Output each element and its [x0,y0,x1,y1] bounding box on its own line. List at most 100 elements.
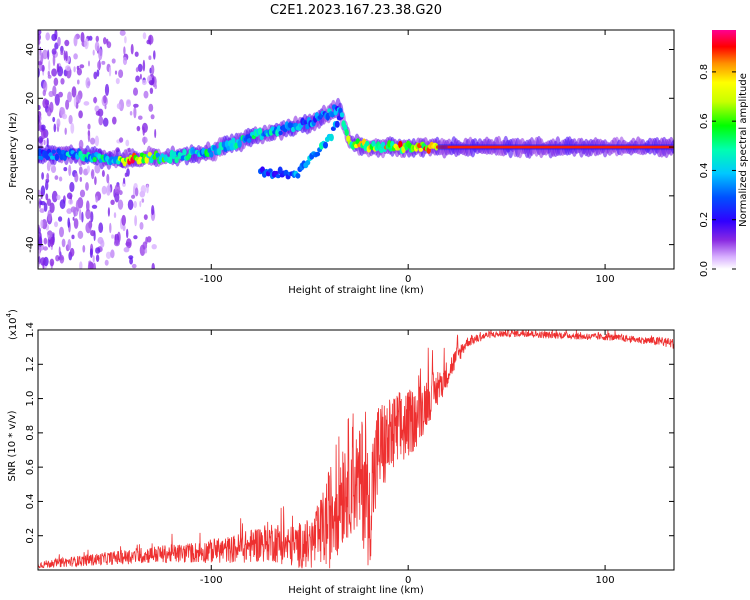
spectrogram-ytick-label: -20 [25,188,36,204]
spectrogram-noise-cell [94,41,100,52]
spectrogram-noise-cell [52,54,56,67]
spectrogram-noise-cell [43,246,48,251]
spectrogram-noise-cell [79,189,86,198]
spectrogram-noise-cell [83,101,90,106]
spectrogram-noise-cell [64,39,70,47]
spectrogram-noise-cell [94,163,101,174]
spectrogram-noise-cell [98,48,103,61]
spectrogram-noise-cell [41,172,44,180]
snr-scale-exponent: 4 [5,312,13,317]
colorbar-tick-label: 0.2 [699,212,710,228]
spectrogram-noise-cell [89,248,93,258]
spectrogram-noise-cell [87,130,91,143]
spectrogram-noise-cell [78,110,83,119]
spectrogram-noise-cell [67,217,70,228]
spectrogram-noise-cell [107,181,110,193]
spectrogram-noise-cell [38,104,41,111]
spectrogram-noise-cell [45,180,49,191]
spectrogram-noise-cell [122,56,128,66]
spectrogram-noise-cell [67,239,72,251]
spectrogram-noise-cell [122,224,126,232]
spectrogram-noise-cell [65,65,71,72]
spectrogram-noise-cell [95,110,101,116]
spectrogram-noise-cell [43,139,46,146]
spectrogram-noise-cell [58,176,63,182]
colorbar-label: Normalized spectral amplitude [738,73,749,227]
spectrogram-xtick-label: 0 [405,274,411,285]
spectrogram-noise-cell [100,239,105,248]
spectrogram-noise-cell [133,87,138,96]
spectrogram-noise-cell [130,43,134,55]
snr-ytick-label: 0.2 [25,528,36,544]
spectrogram-branch-cell [323,141,328,149]
spectrogram-noise-cell [73,53,78,60]
spectrogram-noise-cell [49,258,55,267]
snr-ticks: -100 0 100 0.2 0.4 0.6 0.8 1.0 1.2 1.4 [25,322,674,586]
spectrogram-noise-cell [69,181,75,193]
spectrogram-noise-cell [134,51,139,57]
spectrogram-noise-cell [109,222,112,234]
spectrogram-noise-cell [45,32,50,41]
spectrogram-noise-cell [58,246,61,256]
spectrogram-ridge-cell [39,155,44,161]
spectrogram-noise-cell [129,111,133,116]
spectrogram-noise-cell [143,90,149,99]
spectrogram-noise-cell [151,262,155,269]
spectrogram-noise-cell [149,87,154,95]
spectrogram-frame [37,29,675,270]
spectrogram-noise-cell [141,136,148,144]
spectrogram-noise-cell [150,114,155,120]
spectrogram-noise-cell [126,100,131,108]
spectrogram-noise-cell [119,137,124,143]
spectrogram-noise-cell [38,61,43,66]
spectrogram-ridge-cell [45,155,50,161]
spectrogram-noise-cell [154,128,157,139]
spectrogram-noise-cell [73,97,77,107]
spectrogram-noise-cell [63,167,68,172]
spectrogram-noise-cell [72,216,75,221]
spectrogram-branch-cell [330,126,336,131]
snr-ytick-label: 0.6 [25,459,36,475]
spectrogram-noise-cell [137,63,143,72]
spectrogram-noise-cell [153,50,156,60]
spectrogram-noise-cell [41,127,46,140]
spectrogram-noise-cell [87,261,94,269]
spectrogram-noise-cell [94,135,99,147]
spectrogram-noise-cell [139,73,142,80]
spectrogram-noise-cell [101,170,105,177]
spectrogram-ridge-cell [237,139,242,148]
spectrogram-noise-cell [52,85,57,97]
spectrogram-noise-cell [49,202,55,214]
spectrogram-noise-cell [55,255,60,262]
spectrogram-noise-cell [125,238,132,249]
spectrogram-noise-cell [148,103,154,112]
spectrogram-noise-cell [143,214,148,221]
spectrogram-branch-cell [315,151,321,157]
spectrogram-noise-cell [133,106,137,119]
spectrogram-noise-cell [133,103,139,108]
snr-ytick-label: 1.4 [25,322,36,338]
spectrogram-noise-cell [54,93,60,106]
spectrogram-noise-cell [43,237,48,245]
spectrogram-noise-cell [105,251,112,259]
spectrogram-noise-cell [151,205,155,216]
snr-plot-area [38,330,674,569]
spectrogram-ticks: -100 0 100 -40 -20 0 20 40 [25,30,674,285]
spectrogram-noise-cell [133,235,138,240]
spectrogram-ridge-cell [365,140,370,148]
colorbar-tick-label: 0.8 [699,64,710,80]
spectrogram-band-core [447,146,674,149]
spectrogram-noise-cell [123,177,126,184]
spectrogram-noise-cell [148,80,155,86]
spectrogram-noise-cell [131,263,137,269]
svg-text:(x104): (x104) [5,309,19,340]
spectrogram-noise-cell [62,113,68,120]
spectrogram-noise-cell [140,185,147,195]
spectrogram-branch-cell [305,159,311,166]
spectrogram-noise-cell [53,77,59,87]
spectrogram-noise-cell [124,172,128,177]
spectrogram-noise-cell [95,195,99,203]
spectrogram-noise-cell [38,249,41,257]
spectrogram-noise-cell [108,66,112,77]
spectrogram-noise-cell [38,40,41,45]
